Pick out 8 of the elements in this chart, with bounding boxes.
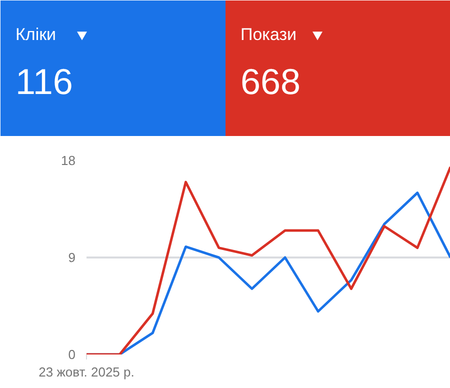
y-tick-label: 0 xyxy=(68,347,76,362)
data-label: 668 xyxy=(240,61,301,102)
category-label: Покази xyxy=(240,25,297,44)
y-tick-label: 9 xyxy=(68,250,76,265)
data-label: 116 xyxy=(16,61,73,102)
x-tick-label: 23 жовт. 2025 р. xyxy=(38,364,134,380)
category-label: Кліки xyxy=(16,25,56,44)
y-tick-label: 18 xyxy=(61,153,76,168)
